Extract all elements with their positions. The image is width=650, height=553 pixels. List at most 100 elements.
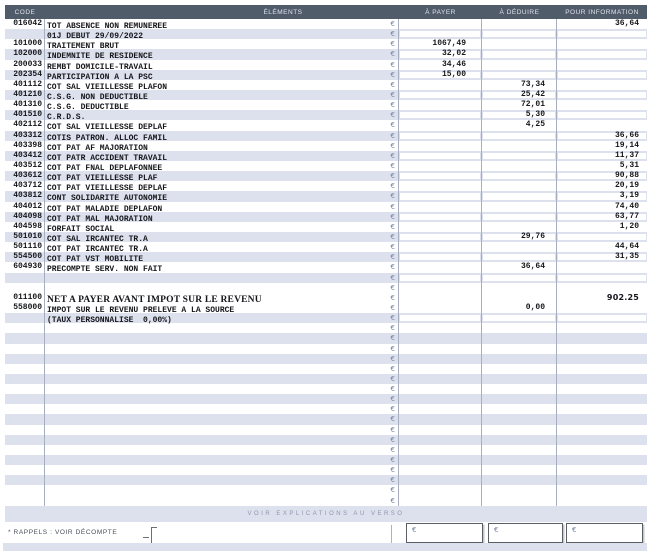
value-field[interactable]: [558, 61, 646, 68]
value-field[interactable]: [483, 254, 555, 261]
value-field[interactable]: [558, 244, 646, 251]
value-field[interactable]: [400, 31, 480, 38]
value-field[interactable]: [400, 173, 480, 180]
value-field[interactable]: [400, 51, 480, 58]
value-field[interactable]: [400, 315, 480, 322]
value-field[interactable]: [558, 142, 646, 149]
value-field[interactable]: [400, 142, 480, 149]
value-field[interactable]: [558, 213, 646, 220]
value-field[interactable]: [483, 193, 555, 200]
value-field[interactable]: [400, 122, 480, 129]
info-cell: [557, 90, 647, 100]
ded-cell: [482, 252, 557, 263]
value-field[interactable]: [558, 284, 646, 291]
value-field[interactable]: [483, 142, 555, 149]
info-cell: [557, 333, 647, 343]
value-field[interactable]: [558, 152, 646, 159]
value-field[interactable]: [400, 203, 480, 210]
value-field[interactable]: [558, 315, 646, 322]
value-field[interactable]: [558, 274, 646, 281]
value-field[interactable]: [483, 213, 555, 220]
value-field[interactable]: [400, 213, 480, 220]
amount-box-3[interactable]: €: [566, 523, 643, 543]
amount-box-2[interactable]: €: [488, 523, 563, 543]
value-field[interactable]: [558, 71, 646, 78]
value-field[interactable]: [483, 122, 555, 129]
value-field[interactable]: [483, 233, 555, 241]
value-field[interactable]: [400, 284, 480, 291]
value-field[interactable]: [558, 254, 646, 261]
value-field[interactable]: [483, 152, 555, 159]
value-field[interactable]: [400, 254, 480, 261]
rappels-input[interactable]: [158, 525, 392, 545]
value-field[interactable]: [558, 294, 646, 301]
value-field[interactable]: [483, 294, 555, 301]
value-field[interactable]: [558, 264, 646, 271]
value-field[interactable]: [558, 81, 646, 88]
value-field[interactable]: [400, 41, 480, 48]
value-field[interactable]: [483, 162, 555, 170]
value-field[interactable]: [558, 173, 646, 180]
value-field[interactable]: [400, 223, 480, 230]
value-field[interactable]: [558, 183, 646, 190]
value-field[interactable]: [483, 183, 555, 190]
value-field[interactable]: [400, 112, 480, 119]
value-field[interactable]: [483, 173, 555, 180]
value-field[interactable]: [558, 21, 646, 28]
value-field[interactable]: [558, 112, 646, 119]
value-field[interactable]: [483, 203, 555, 210]
value-field[interactable]: [558, 122, 646, 129]
value-field[interactable]: [483, 284, 555, 291]
value-field[interactable]: [483, 264, 555, 271]
value-field[interactable]: [558, 31, 646, 38]
value-field[interactable]: [483, 61, 555, 68]
value-field[interactable]: [400, 162, 480, 170]
amount-box-1[interactable]: €: [406, 523, 483, 543]
value-field[interactable]: [400, 81, 480, 88]
value-field[interactable]: [400, 71, 480, 78]
value-field[interactable]: [483, 21, 555, 28]
value-field[interactable]: [400, 274, 480, 281]
value-field[interactable]: [558, 203, 646, 210]
value-field[interactable]: [400, 152, 480, 159]
value-field[interactable]: [483, 223, 555, 230]
value-field[interactable]: [483, 31, 555, 38]
value-field[interactable]: [400, 294, 480, 301]
value-field[interactable]: [483, 112, 555, 119]
value-field[interactable]: [558, 41, 646, 48]
value-field[interactable]: [400, 102, 480, 109]
value-field[interactable]: [400, 61, 480, 68]
value-field[interactable]: [558, 91, 646, 99]
value-field[interactable]: [483, 132, 555, 139]
value-field[interactable]: [483, 41, 555, 48]
value-field[interactable]: [483, 244, 555, 251]
value-field[interactable]: [558, 102, 646, 109]
value-field[interactable]: [400, 91, 480, 99]
value-field[interactable]: [558, 132, 646, 139]
value-field[interactable]: [400, 193, 480, 200]
value-field[interactable]: [558, 162, 646, 170]
euro-symbol: €: [390, 314, 395, 323]
euro-symbol: €: [390, 364, 395, 373]
value-field[interactable]: [400, 21, 480, 28]
value-field[interactable]: [483, 91, 555, 99]
value-field[interactable]: [400, 183, 480, 190]
value-field[interactable]: [558, 223, 646, 230]
value-field[interactable]: [483, 304, 555, 312]
value-field[interactable]: [558, 304, 646, 312]
value-field[interactable]: [558, 233, 646, 241]
table-row: (TAUX PERSONNALISE 0,00%) €: [5, 313, 647, 325]
value-field[interactable]: [483, 315, 555, 322]
value-field[interactable]: [400, 264, 480, 271]
value-field[interactable]: [483, 51, 555, 58]
value-field[interactable]: [400, 244, 480, 251]
value-field[interactable]: [483, 71, 555, 78]
value-field[interactable]: [558, 51, 646, 58]
value-field[interactable]: [400, 233, 480, 241]
value-field[interactable]: [483, 274, 555, 281]
value-field[interactable]: [400, 304, 480, 312]
value-field[interactable]: [483, 102, 555, 109]
value-field[interactable]: [483, 81, 555, 88]
value-field[interactable]: [558, 193, 646, 200]
value-field[interactable]: [400, 132, 480, 139]
